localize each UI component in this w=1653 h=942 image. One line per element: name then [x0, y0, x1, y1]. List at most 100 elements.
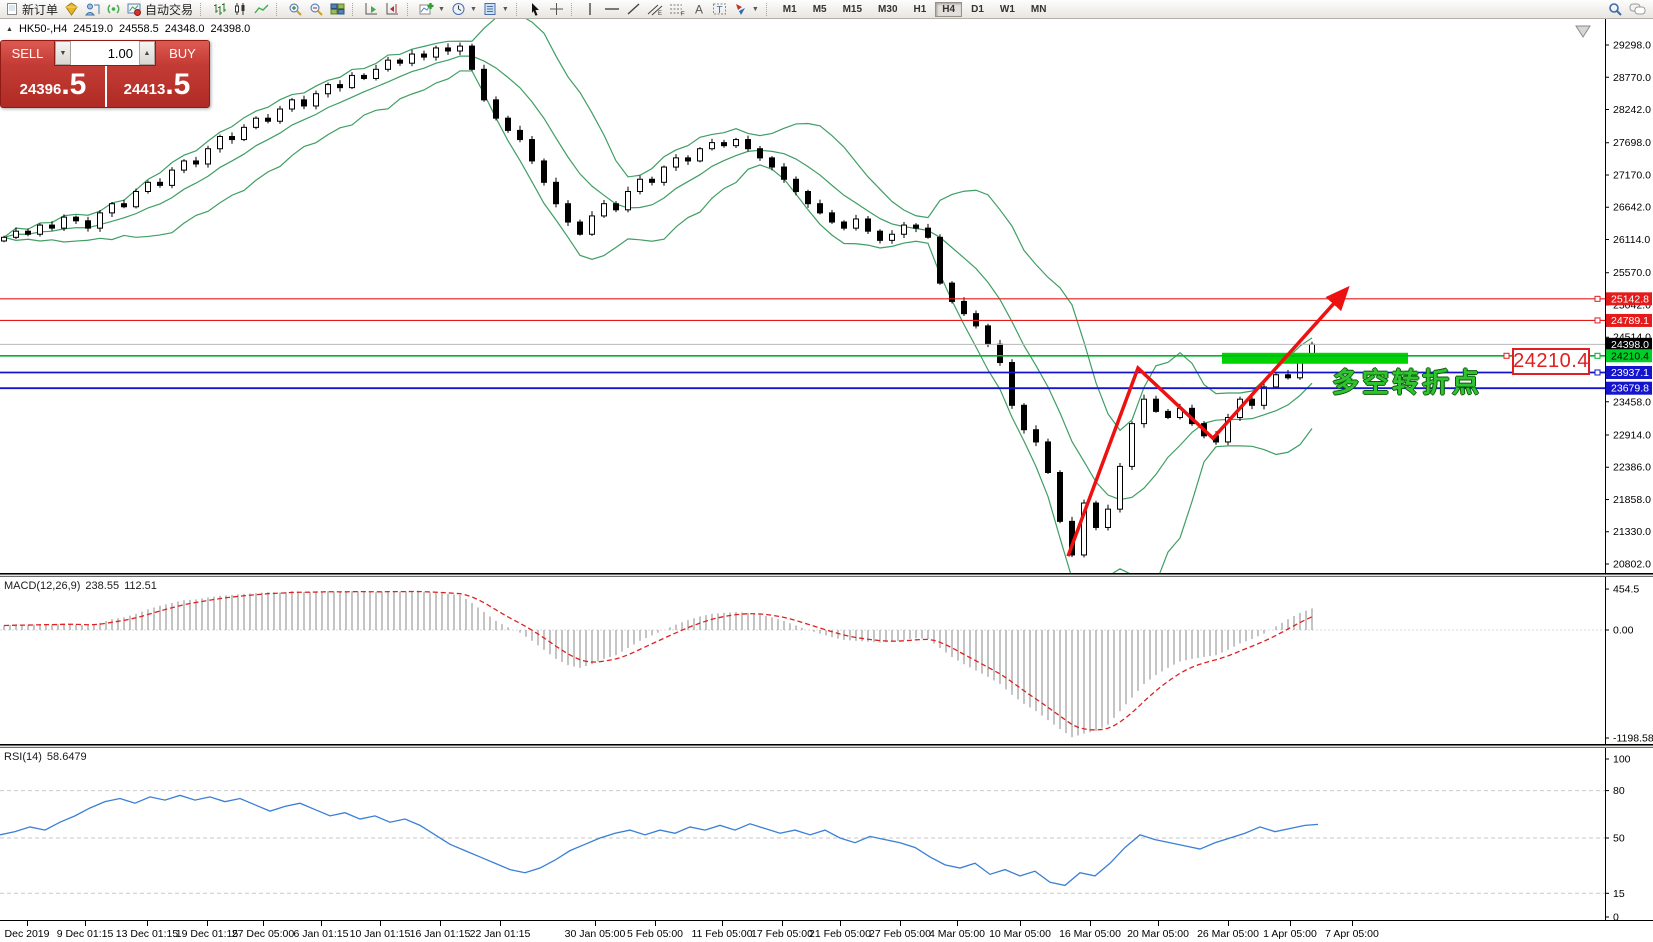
timeframe-mn[interactable]: MN — [1024, 2, 1054, 17]
turning-point-annotation[interactable]: 多空转折点 — [1332, 368, 1482, 398]
candle-body — [853, 218, 859, 229]
candle-body — [1165, 410, 1171, 419]
line-handle[interactable] — [1594, 369, 1601, 376]
symbol-bar: ▲ HK50-,H4 24519.0 24558.5 24348.0 24398… — [6, 23, 250, 35]
rsi-name: RSI(14) — [4, 751, 42, 763]
signals-button[interactable] — [103, 1, 124, 18]
time-tick — [1352, 921, 1353, 926]
line-handle[interactable] — [1594, 352, 1601, 359]
time-tick — [1158, 921, 1159, 926]
search-button[interactable] — [1604, 1, 1626, 18]
volume-decrease-button[interactable]: ▼ — [55, 41, 71, 65]
macd-tick-label: 0.00 — [1613, 625, 1634, 637]
price-line-label: 24398.0 — [1611, 339, 1649, 351]
time-tick — [900, 921, 901, 926]
panel-splitter[interactable] — [0, 745, 1653, 748]
tile-windows-button[interactable] — [327, 1, 348, 18]
macd-canvas[interactable]: 454.5 0.00 -1198.58 — [0, 577, 1653, 745]
annotation-handle[interactable] — [1503, 352, 1510, 359]
svg-text:E: E — [658, 11, 662, 16]
arrows-button[interactable]: ▼ — [730, 1, 762, 18]
text-button[interactable]: A — [688, 1, 709, 18]
vertical-line-icon — [589, 3, 592, 15]
bars-chart-button[interactable] — [209, 1, 230, 18]
chat-button[interactable] — [1626, 1, 1650, 18]
timeframe-m1[interactable]: M1 — [776, 2, 804, 17]
periods-button[interactable]: ▼ — [448, 1, 480, 18]
candle-body — [133, 190, 139, 208]
templates-button[interactable]: ▼ — [480, 1, 512, 18]
channel-button[interactable]: E — [644, 1, 666, 18]
candle-body — [217, 136, 223, 150]
volume-increase-button[interactable]: ▲ — [139, 41, 155, 65]
timeframe-d1[interactable]: D1 — [964, 2, 991, 17]
timeframe-h1[interactable]: H1 — [907, 2, 934, 17]
trend-zigzag-arrow[interactable] — [1066, 285, 1350, 557]
time-axis[interactable]: Dec 2019 9 Dec 01:15 13 Dec 01:15 19 Dec 01… — [0, 921, 1653, 942]
timeframe-m5[interactable]: M5 — [806, 2, 834, 17]
main-chart-canvas[interactable]: 29298.0 28770.0 28242.0 27698.0 27170.0 26642… — [0, 18, 1653, 574]
auto-scroll-button[interactable] — [361, 1, 382, 18]
time-tick — [380, 921, 381, 926]
profile-chart-button[interactable] — [82, 1, 103, 18]
time-tick — [321, 921, 322, 926]
fibonacci-button[interactable]: F — [666, 1, 688, 18]
timeframe-m15[interactable]: M15 — [836, 2, 869, 17]
candle-body — [517, 129, 523, 141]
price-annotation-box[interactable]: 24210.4 — [1512, 348, 1590, 375]
timeframe-h4[interactable]: H4 — [935, 1, 963, 17]
buy-button[interactable]: BUY — [156, 41, 209, 66]
candle-body — [985, 325, 991, 345]
autotrading-button[interactable]: 自动交易 — [124, 1, 196, 18]
price-line-label: 24210.4 — [1611, 350, 1649, 362]
time-axis-label: 30 Jan 05:00 — [564, 928, 626, 940]
trendline-button[interactable] — [623, 1, 644, 18]
indicators-button[interactable]: ▼ — [416, 1, 448, 18]
timeframe-m30[interactable]: M30 — [871, 2, 904, 17]
time-axis-label: 20 Mar 05:00 — [1127, 928, 1189, 940]
candle-body — [541, 160, 547, 183]
chevron-down-icon: ▼ — [438, 5, 445, 13]
cursor-button[interactable] — [525, 1, 546, 18]
toolbar: 新订单 自动交易 — [0, 0, 1653, 19]
candle-body — [733, 139, 739, 147]
symbol-name: HK50-,H4 — [18, 23, 68, 35]
horizontal-line-button[interactable] — [601, 1, 623, 18]
vertical-line-button[interactable] — [580, 1, 601, 18]
zoom-out-button[interactable] — [306, 1, 327, 18]
panel-splitter[interactable] — [0, 574, 1653, 577]
gem-button[interactable] — [61, 1, 82, 18]
candle-body — [625, 190, 631, 211]
candle-body — [841, 221, 847, 229]
label-button[interactable]: T — [709, 1, 730, 18]
candle-body — [1033, 429, 1039, 443]
candle-body — [325, 84, 331, 95]
sell-price[interactable]: 24396 .5 — [1, 66, 105, 107]
volume-value[interactable]: 1.00 — [71, 41, 139, 65]
candle-body — [109, 203, 115, 214]
candlestick-chart-button[interactable] — [230, 1, 251, 18]
candle-body — [925, 227, 931, 238]
timeframe-w1[interactable]: W1 — [993, 2, 1022, 17]
support-zone-highlight[interactable] — [1222, 352, 1408, 364]
time-tick — [840, 921, 841, 926]
line-handle[interactable] — [1594, 317, 1601, 324]
sell-button[interactable]: SELL — [1, 41, 54, 66]
crosshair-button[interactable] — [546, 1, 567, 18]
chart-shift-marker[interactable] — [1575, 25, 1591, 38]
line-handle[interactable] — [1594, 295, 1601, 302]
rsi-canvas[interactable]: 100 80 50 15 0 — [0, 748, 1653, 921]
macd-tick-label: -1198.58 — [1613, 732, 1653, 744]
price-line-label-bg — [1606, 381, 1652, 395]
price-line-label: 25142.8 — [1611, 293, 1649, 305]
line-chart-button[interactable] — [251, 1, 272, 18]
chart-shift-button[interactable] — [382, 1, 403, 18]
label-icon: T — [712, 3, 726, 16]
zoom-in-button[interactable] — [285, 1, 306, 18]
time-axis-label: 26 Mar 05:00 — [1197, 928, 1259, 940]
time-tick — [1020, 921, 1021, 926]
new-order-button[interactable]: 新订单 — [3, 1, 61, 18]
candle-body — [481, 68, 487, 101]
buy-price[interactable]: 24413 .5 — [105, 66, 209, 107]
collapse-arrow-icon[interactable]: ▲ — [6, 25, 13, 33]
